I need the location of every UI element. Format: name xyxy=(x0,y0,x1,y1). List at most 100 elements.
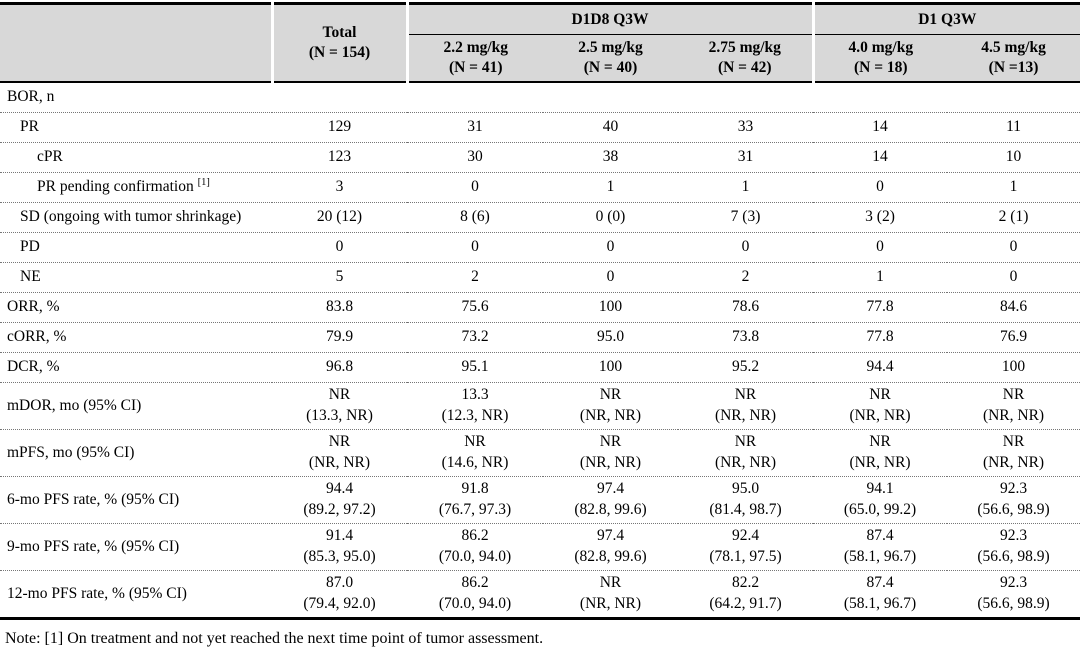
data-cell: 77.8 xyxy=(813,321,948,352)
data-cell: 0 (0) xyxy=(543,201,678,232)
table-row: cPR 123 30 38 31 14 10 xyxy=(0,141,1080,172)
data-cell: NR (NR, NR) xyxy=(543,381,678,429)
data-cell: 92.3 (56.6, 98.9) xyxy=(947,569,1080,618)
data-cell: 97.4 (82.8, 99.6) xyxy=(543,522,678,570)
table-row: mDOR, mo (95% CI) NR (13.3, NR) 13.3 (12.3… xyxy=(0,381,1080,429)
row-label: mDOR, mo (95% CI) xyxy=(0,381,272,429)
data-cell: 82.2 (64.2, 91.7) xyxy=(678,569,814,618)
table-body: BOR, n PR 129 31 40 33 14 11 cPR 123 30 38 31 14 10 PR … xyxy=(0,81,1080,618)
data-cell: 73.2 xyxy=(407,321,543,352)
data-cell: 31 xyxy=(678,141,814,172)
page: Total (N = 154) D1D8 Q3W D1 Q3W 2.2 mg/k… xyxy=(0,2,1080,647)
data-cell: 0 xyxy=(543,231,678,262)
data-cell: 84.6 xyxy=(947,291,1080,322)
table-row: ORR, % 83.8 75.6 100 78.6 77.8 84.6 xyxy=(0,291,1080,322)
data-cell xyxy=(678,81,814,112)
data-cell: 92.4 (78.1, 97.5) xyxy=(678,522,814,570)
col-header-2-75-mgkg: 2.75 mg/kg (N = 42) xyxy=(678,34,814,83)
table-row: BOR, n xyxy=(0,81,1080,112)
data-cell: 100 xyxy=(947,351,1080,382)
data-cell: NR (NR, NR) xyxy=(678,381,814,429)
data-cell: 1 xyxy=(678,171,814,202)
data-cell: 95.1 xyxy=(407,351,543,382)
header-dose-row: 2.2 mg/kg (N = 41) 2.5 mg/kg (N = 40) 2.… xyxy=(0,34,1080,83)
efficacy-results-table: Total (N = 154) D1D8 Q3W D1 Q3W 2.2 mg/k… xyxy=(0,2,1080,620)
data-cell: 0 xyxy=(407,171,543,202)
col-header-2-5-mgkg: 2.5 mg/kg (N = 40) xyxy=(543,34,678,83)
table-row: mPFS, mo (95% CI) NR (NR, NR) NR (14.6, NR… xyxy=(0,428,1080,476)
data-cell: 78.6 xyxy=(678,291,814,322)
row-label: PD xyxy=(0,231,272,262)
data-cell: 0 xyxy=(813,231,948,262)
data-cell: 8 (6) xyxy=(407,201,543,232)
data-cell: NR (NR, NR) xyxy=(813,428,948,476)
data-cell: 94.1 (65.0, 99.2) xyxy=(813,475,948,523)
data-cell: 97.4 (82.8, 99.6) xyxy=(543,475,678,523)
data-cell: NR (NR, NR) xyxy=(272,428,407,476)
data-cell: 0 xyxy=(407,231,543,262)
data-cell: 100 xyxy=(543,291,678,322)
data-cell: 0 xyxy=(813,171,948,202)
data-cell: 100 xyxy=(543,351,678,382)
group-header-d1d8-q3w: D1D8 Q3W xyxy=(405,3,814,35)
row-label: DCR, % xyxy=(0,351,272,382)
data-cell: 87.4 (58.1, 96.7) xyxy=(813,522,948,570)
table-row: 9-mo PFS rate, % (95% CI) 91.4 (85.3, 95.… xyxy=(0,522,1080,570)
data-cell: 30 xyxy=(407,141,543,172)
data-cell: 2 (1) xyxy=(947,201,1080,232)
row-label: PR xyxy=(0,111,272,142)
data-cell: 95.2 xyxy=(678,351,814,382)
data-cell: NR (NR, NR) xyxy=(543,428,678,476)
data-cell: 92.3 (56.6, 98.9) xyxy=(947,522,1080,570)
table-row: PR pending confirmation [1] 3 0 1 1 0 1 xyxy=(0,171,1080,202)
data-cell: NR (14.6, NR) xyxy=(407,428,543,476)
col-header-4-5-mgkg: 4.5 mg/kg (N =13) xyxy=(947,34,1080,83)
data-cell: 87.4 (58.1, 96.7) xyxy=(813,569,948,618)
data-cell: 91.8 (76.7, 97.3) xyxy=(407,475,543,523)
data-cell: 33 xyxy=(678,111,814,142)
data-cell: 0 xyxy=(947,261,1080,292)
row-label: ORR, % xyxy=(0,291,272,322)
data-cell: NR (NR, NR) xyxy=(813,381,948,429)
table-row: 6-mo PFS rate, % (95% CI) 94.4 (89.2, 97.… xyxy=(0,475,1080,523)
data-cell: NR (NR, NR) xyxy=(947,428,1080,476)
row-label: 12-mo PFS rate, % (95% CI) xyxy=(0,569,272,618)
col-header-total: Total (N = 154) xyxy=(270,3,407,83)
group-header-d1-q3w: D1 Q3W xyxy=(811,3,1080,35)
footnote: Note: [1] On treatment and not yet reach… xyxy=(5,629,544,647)
row-label: SD (ongoing with tumor shrinkage) xyxy=(0,201,272,232)
col-header-4-0-mgkg: 4.0 mg/kg (N = 18) xyxy=(811,34,948,83)
table-row: PD 0 0 0 0 0 0 xyxy=(0,231,1080,262)
data-cell: 3 (2) xyxy=(813,201,948,232)
data-cell xyxy=(272,81,407,112)
data-cell: NR (NR, NR) xyxy=(947,381,1080,429)
data-cell: 87.0 (79.4, 92.0) xyxy=(272,569,407,618)
data-cell: 0 xyxy=(543,261,678,292)
data-cell xyxy=(947,81,1080,112)
data-cell: 95.0 xyxy=(543,321,678,352)
data-cell: 0 xyxy=(678,231,814,262)
data-cell: 73.8 xyxy=(678,321,814,352)
row-label: mPFS, mo (95% CI) xyxy=(0,428,272,476)
data-cell: 1 xyxy=(813,261,948,292)
table-row: 12-mo PFS rate, % (95% CI) 87.0 (79.4, 92… xyxy=(0,569,1080,618)
data-cell xyxy=(543,81,678,112)
header-group-row: Total (N = 154) D1D8 Q3W D1 Q3W xyxy=(0,3,1080,83)
row-label: cPR xyxy=(0,141,272,172)
data-cell: 77.8 xyxy=(813,291,948,322)
data-cell: 0 xyxy=(947,231,1080,262)
data-cell: 2 xyxy=(678,261,814,292)
data-cell: 13.3 (12.3, NR) xyxy=(407,381,543,429)
data-cell: 96.8 xyxy=(272,351,407,382)
data-cell: 38 xyxy=(543,141,678,172)
data-cell: 1 xyxy=(543,171,678,202)
data-cell: 31 xyxy=(407,111,543,142)
row-label: BOR, n xyxy=(0,81,272,112)
data-cell: 79.9 xyxy=(272,321,407,352)
data-cell: 129 xyxy=(272,111,407,142)
data-cell: 123 xyxy=(272,141,407,172)
data-cell: 11 xyxy=(947,111,1080,142)
data-cell: 14 xyxy=(813,111,948,142)
data-cell: NR (NR, NR) xyxy=(543,569,678,618)
row-label: PR pending confirmation [1] xyxy=(0,171,272,202)
